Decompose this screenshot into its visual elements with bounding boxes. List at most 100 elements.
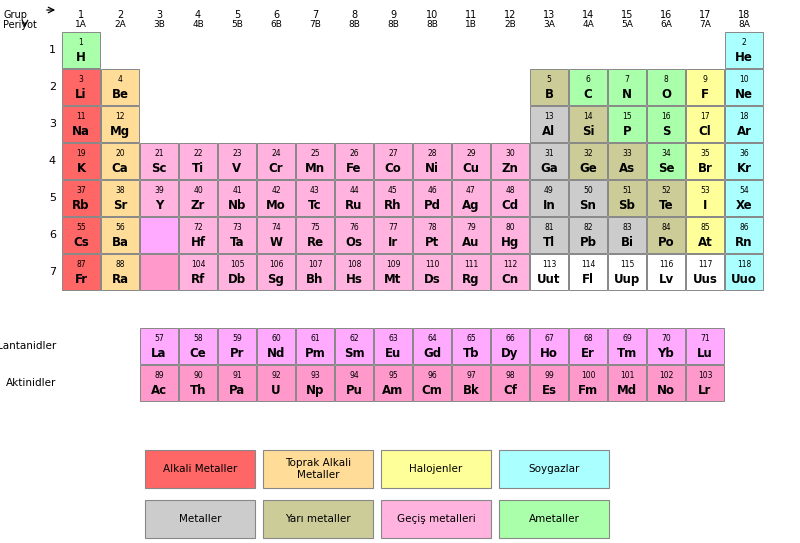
Bar xyxy=(335,143,373,179)
Text: Pu: Pu xyxy=(346,384,362,397)
Text: Co: Co xyxy=(385,162,402,175)
Text: 97: 97 xyxy=(466,371,476,380)
Bar xyxy=(413,365,451,401)
Text: 30: 30 xyxy=(505,149,515,159)
Text: Pt: Pt xyxy=(425,236,439,249)
Text: 36: 36 xyxy=(739,149,749,159)
Text: 8B: 8B xyxy=(348,20,360,29)
Bar xyxy=(452,217,490,253)
Text: Ni: Ni xyxy=(425,162,439,175)
Text: B: B xyxy=(545,89,554,102)
Bar xyxy=(569,106,607,142)
Text: Tl: Tl xyxy=(543,236,555,249)
Text: P: P xyxy=(622,125,631,138)
Text: Periyot: Periyot xyxy=(3,20,37,30)
Bar xyxy=(413,180,451,216)
Text: Sn: Sn xyxy=(579,199,597,212)
Bar xyxy=(218,180,256,216)
Bar xyxy=(530,69,568,105)
Text: Ametaller: Ametaller xyxy=(529,514,579,524)
Text: 12: 12 xyxy=(504,10,516,20)
Text: 1: 1 xyxy=(78,10,84,20)
Text: 100: 100 xyxy=(581,371,595,380)
Text: 32: 32 xyxy=(583,149,593,159)
Bar xyxy=(686,217,724,253)
Text: 58: 58 xyxy=(193,334,203,343)
Text: He: He xyxy=(735,52,753,65)
Text: 108: 108 xyxy=(347,260,361,269)
Bar xyxy=(335,365,373,401)
Text: Cn: Cn xyxy=(502,274,518,286)
Bar xyxy=(686,365,724,401)
Text: 88: 88 xyxy=(115,260,125,269)
Text: Sb: Sb xyxy=(618,199,635,212)
Text: Uus: Uus xyxy=(693,274,718,286)
Text: 110: 110 xyxy=(425,260,439,269)
Bar xyxy=(62,254,100,290)
Bar xyxy=(140,254,178,290)
Text: Hg: Hg xyxy=(501,236,519,249)
Bar xyxy=(569,143,607,179)
Text: Ca: Ca xyxy=(112,162,128,175)
Bar xyxy=(725,143,763,179)
Text: 17: 17 xyxy=(699,10,711,20)
Text: 2A: 2A xyxy=(114,20,126,29)
Bar xyxy=(296,180,334,216)
Bar xyxy=(62,69,100,105)
Text: Es: Es xyxy=(542,384,557,397)
Bar xyxy=(257,254,295,290)
Bar xyxy=(374,217,412,253)
Text: 16: 16 xyxy=(660,10,672,20)
Text: 103: 103 xyxy=(698,371,712,380)
Text: 74: 74 xyxy=(271,223,281,232)
Text: In: In xyxy=(542,199,555,212)
Text: 52: 52 xyxy=(661,186,671,195)
Bar xyxy=(179,365,217,401)
Text: Ag: Ag xyxy=(462,199,480,212)
Text: 17: 17 xyxy=(700,112,710,121)
Text: 112: 112 xyxy=(503,260,517,269)
Bar xyxy=(608,254,646,290)
Text: 60: 60 xyxy=(271,334,281,343)
Text: 84: 84 xyxy=(661,223,671,232)
Text: 99: 99 xyxy=(544,371,554,380)
Text: Mo: Mo xyxy=(266,199,286,212)
Bar xyxy=(62,32,100,68)
Text: Cu: Cu xyxy=(462,162,479,175)
Text: Fm: Fm xyxy=(578,384,598,397)
Text: Lu: Lu xyxy=(697,348,713,361)
Bar xyxy=(335,180,373,216)
Bar xyxy=(218,365,256,401)
Text: 8: 8 xyxy=(664,75,668,84)
Bar xyxy=(608,328,646,364)
Bar xyxy=(179,254,217,290)
Text: Ta: Ta xyxy=(230,236,244,249)
Text: 5: 5 xyxy=(234,10,240,20)
Text: Si: Si xyxy=(582,125,594,138)
Bar xyxy=(530,365,568,401)
Bar xyxy=(381,450,491,488)
Text: 104: 104 xyxy=(190,260,206,269)
Text: Rn: Rn xyxy=(735,236,753,249)
Text: Hs: Hs xyxy=(346,274,362,286)
Bar xyxy=(491,328,529,364)
Bar xyxy=(101,180,139,216)
Text: 69: 69 xyxy=(622,334,632,343)
Bar xyxy=(296,254,334,290)
Bar xyxy=(218,328,256,364)
Text: 40: 40 xyxy=(193,186,203,195)
Text: 86: 86 xyxy=(739,223,749,232)
Text: Ir: Ir xyxy=(388,236,398,249)
Bar xyxy=(218,143,256,179)
Text: Re: Re xyxy=(306,236,323,249)
Text: 13: 13 xyxy=(543,10,555,20)
Text: Metaller: Metaller xyxy=(178,514,222,524)
Bar xyxy=(296,217,334,253)
Text: Y: Y xyxy=(155,199,163,212)
Text: 49: 49 xyxy=(544,186,554,195)
Text: 27: 27 xyxy=(388,149,398,159)
Text: 70: 70 xyxy=(661,334,671,343)
Text: 6A: 6A xyxy=(660,20,672,29)
Text: 59: 59 xyxy=(232,334,242,343)
Text: 107: 107 xyxy=(308,260,322,269)
